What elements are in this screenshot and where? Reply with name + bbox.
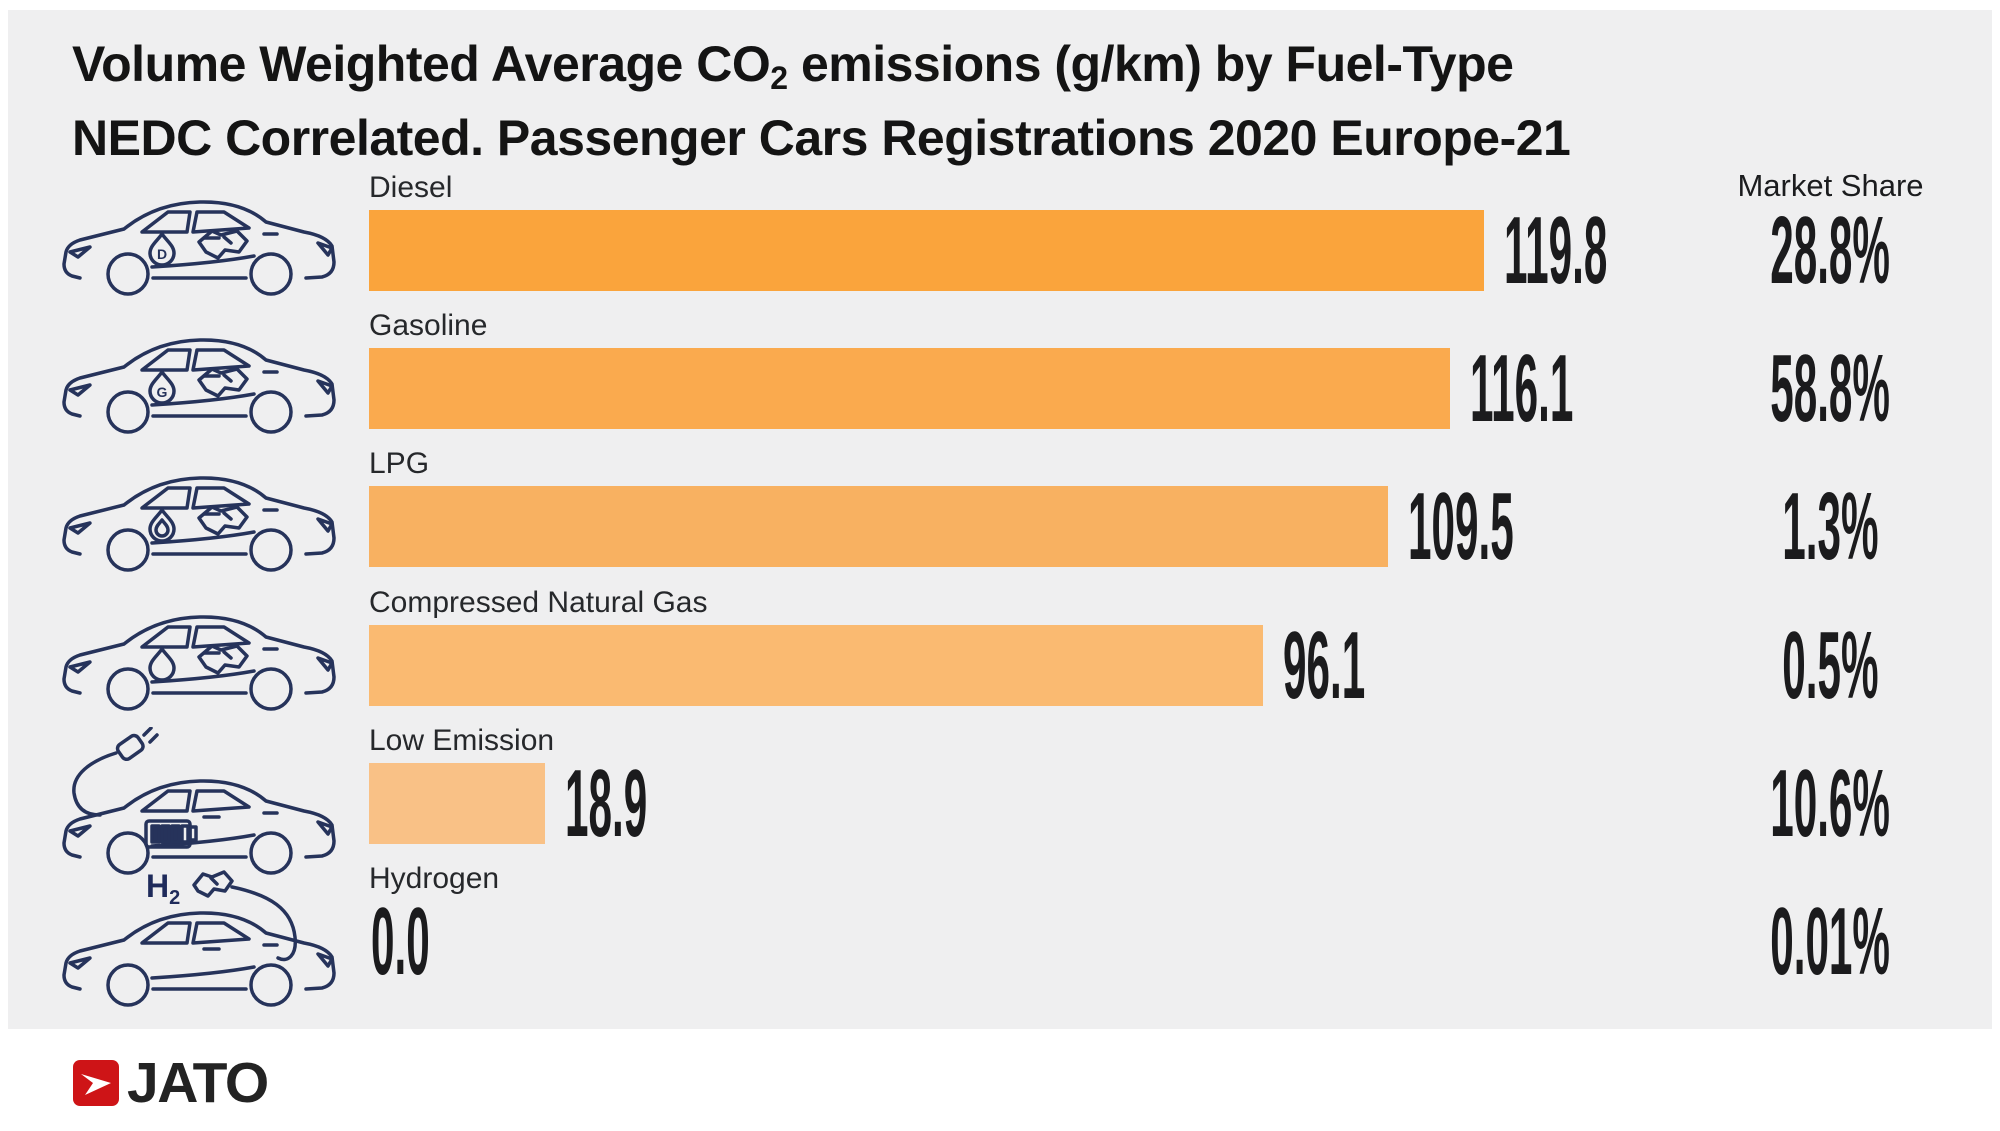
market-share-value: 28.8% xyxy=(1770,197,1891,304)
title-line-2: NEDC Correlated. Passenger Cars Registra… xyxy=(72,110,1571,166)
fuel-type-label: Compressed Natural Gas xyxy=(369,586,708,619)
emissions-value: 119.8 xyxy=(1504,197,1608,304)
market-share-value: 0.01% xyxy=(1770,888,1891,995)
fuel-type-label: LPG xyxy=(369,447,430,480)
jato-logo-icon xyxy=(73,1060,119,1106)
market-share-value: 0.5% xyxy=(1782,612,1879,719)
svg-text:D: D xyxy=(157,246,167,262)
svg-text:G: G xyxy=(157,384,168,400)
emissions-value: 18.9 xyxy=(565,750,648,857)
cng-car-icon xyxy=(56,563,356,713)
emissions-bar xyxy=(369,486,1388,567)
emissions-value: 109.5 xyxy=(1408,473,1514,580)
brand-name: JATO xyxy=(127,1051,269,1115)
fuel-type-label: Gasoline xyxy=(369,309,488,342)
emissions-bar xyxy=(369,763,545,844)
svg-text:H2: H2 xyxy=(146,868,180,909)
fuel-type-label: Hydrogen xyxy=(369,862,500,895)
diesel-car-icon: D xyxy=(56,148,356,298)
market-share-value: 1.3% xyxy=(1782,473,1879,580)
chart-title: Volume Weighted Average CO2 emissions (g… xyxy=(72,34,1571,168)
emissions-value: 0.0 xyxy=(371,888,430,995)
market-share-value: 58.8% xyxy=(1770,335,1891,442)
co2-subscript: 2 xyxy=(770,60,788,96)
emissions-value: 116.1 xyxy=(1470,335,1574,442)
emissions-bar xyxy=(369,625,1263,706)
lpg-car-icon xyxy=(56,424,356,574)
gasoline-car-icon: G xyxy=(56,286,356,436)
market-share-header: Market Share xyxy=(1737,168,1924,203)
fuel-type-label: Low Emission xyxy=(369,724,555,757)
electric-car-icon xyxy=(56,727,356,877)
emissions-bar xyxy=(369,348,1450,429)
hydrogen-car-icon: H2 xyxy=(56,861,356,1011)
emissions-bar xyxy=(369,210,1484,291)
title-line-1: Volume Weighted Average CO2 emissions (g… xyxy=(72,36,1514,96)
market-share-value: 10.6% xyxy=(1770,750,1891,857)
fuel-type-label: Diesel xyxy=(369,171,453,204)
chart-panel: Volume Weighted Average CO2 emissions (g… xyxy=(8,10,1992,1029)
emissions-value: 96.1 xyxy=(1283,612,1366,719)
